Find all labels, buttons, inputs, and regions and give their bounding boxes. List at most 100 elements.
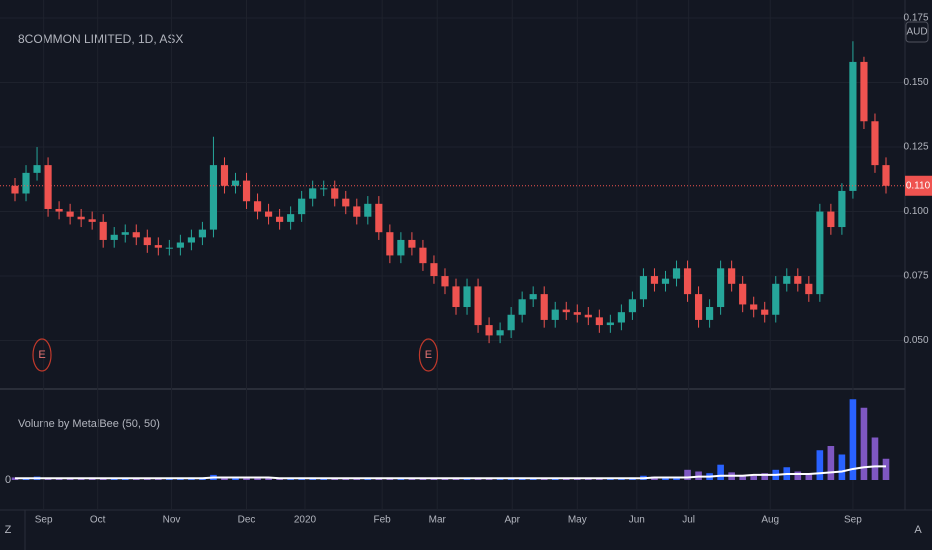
volume-bar (254, 478, 261, 480)
volume-bar (794, 471, 802, 480)
y-tick-label: 0.075 (903, 271, 928, 282)
candle-body (540, 294, 548, 320)
x-tick-label: Aug (761, 515, 779, 526)
last-price-box (905, 175, 932, 196)
candle-body (419, 247, 427, 264)
candle-body (11, 185, 19, 194)
footer-left[interactable]: Z (5, 524, 12, 536)
candle-body (242, 180, 251, 202)
candle-body (606, 322, 614, 326)
y-tick-label: 0.150 (903, 77, 928, 88)
candle-body (507, 314, 515, 331)
candle-body (375, 203, 383, 233)
volume-bar (805, 473, 813, 480)
candle-body (220, 165, 229, 186)
candle-body (253, 201, 262, 212)
candle-body (761, 309, 769, 315)
candle-body (750, 304, 758, 310)
candle-body (77, 216, 85, 220)
candle-body (353, 206, 361, 217)
volume-title: Volume by MetalBee (50, 50) (18, 418, 160, 430)
candle-body (264, 211, 273, 217)
candle-body (55, 208, 63, 212)
candle-body (838, 190, 846, 228)
candle-body (132, 232, 140, 238)
candle-body (441, 276, 449, 287)
candle-body (430, 263, 438, 277)
x-tick-label: 2020 (294, 515, 317, 526)
volume-bar (739, 474, 746, 480)
candle-body (706, 307, 714, 320)
x-tick-label: Mar (429, 515, 447, 526)
candle-body (33, 165, 41, 173)
volume-bar (816, 450, 824, 480)
candle-body (827, 211, 835, 228)
candle-body (617, 312, 625, 323)
candle-body (650, 276, 659, 284)
x-tick-label: Oct (90, 515, 106, 526)
volume-bar (717, 464, 724, 480)
candle-body (143, 237, 151, 246)
candle-body (628, 299, 636, 313)
volume-bar (662, 477, 669, 480)
volume-bar (882, 458, 890, 480)
x-tick-label: Apr (504, 515, 520, 526)
event-label: E (425, 349, 432, 361)
candle-body (672, 268, 681, 279)
volume-bar (849, 399, 857, 480)
x-tick-label: Sep (844, 515, 862, 526)
candle-body (364, 203, 372, 217)
candle-body (298, 198, 306, 215)
candle-body (860, 61, 868, 122)
candle-body (816, 211, 824, 295)
volume-bar (827, 446, 835, 480)
volume-bar (243, 478, 250, 480)
candle-body (408, 239, 416, 248)
x-tick-label: May (568, 515, 587, 526)
candle-body (849, 61, 857, 191)
y-tick-label: 0.100 (903, 206, 928, 217)
candle-body (110, 234, 118, 240)
volume-bar (684, 469, 691, 480)
candle-body (187, 237, 195, 243)
x-tick-label: Feb (374, 515, 392, 526)
candle-body (154, 245, 162, 248)
candle-body (496, 330, 504, 336)
candle-body (463, 286, 471, 308)
x-tick-label: Jul (682, 515, 695, 526)
volume-bar (750, 475, 758, 480)
x-tick-label: Sep (35, 515, 53, 526)
candle-body (474, 286, 482, 326)
event-label: E (38, 349, 45, 361)
chart-title: 8COMMON LIMITED, 1D, ASX (18, 32, 183, 46)
candle-body (518, 299, 526, 315)
currency-box (905, 21, 929, 43)
candle-body (397, 239, 405, 256)
candle-body (66, 211, 74, 217)
volume-bar (265, 478, 272, 480)
candle-body (805, 283, 813, 295)
event-marker (418, 338, 439, 372)
candle-body (562, 309, 570, 313)
candle-body (882, 165, 890, 186)
candle-body (176, 242, 184, 248)
candle-body (739, 283, 747, 305)
last-price-label: 0.110 (906, 180, 931, 191)
volume-bar (761, 473, 769, 480)
candle-body (320, 188, 328, 190)
candle-body (342, 198, 350, 207)
candle-body (584, 314, 592, 318)
candle-body (783, 276, 791, 284)
candle-body (573, 312, 581, 315)
event-marker (32, 338, 52, 372)
candle-body (485, 325, 493, 336)
footer-right[interactable]: A (914, 524, 922, 536)
currency: AUD (906, 27, 927, 38)
candle-body (728, 268, 736, 284)
candle-body (276, 216, 284, 222)
volume-ma (14, 465, 886, 480)
candle-body (694, 294, 703, 320)
candle-body (309, 188, 317, 199)
